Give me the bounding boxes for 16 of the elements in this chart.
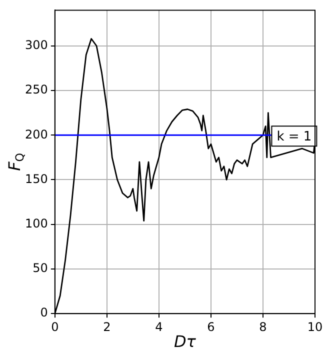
y-tick-label: 200	[25, 127, 48, 142]
y-tick-label: 50	[32, 261, 48, 276]
annotation: k = 1	[276, 130, 312, 145]
y-tick-label: 150	[25, 172, 48, 186]
y-tick-label: 300	[25, 38, 48, 52]
x-tick-label: 0	[51, 320, 59, 334]
x-tick-label: 10	[307, 320, 323, 334]
x-axis-title: Dτ	[174, 332, 196, 352]
y-axis-title: FQ	[5, 152, 27, 171]
y-tick-label: 0	[40, 306, 48, 320]
x-tick-label: 8	[259, 320, 267, 334]
y-tick-label: 250	[25, 82, 48, 97]
x-tick-label: 6	[207, 320, 215, 334]
x-tick-label: 2	[103, 320, 111, 334]
x-tick-label: 4	[155, 320, 163, 334]
y-tick-label: 100	[25, 216, 48, 230]
